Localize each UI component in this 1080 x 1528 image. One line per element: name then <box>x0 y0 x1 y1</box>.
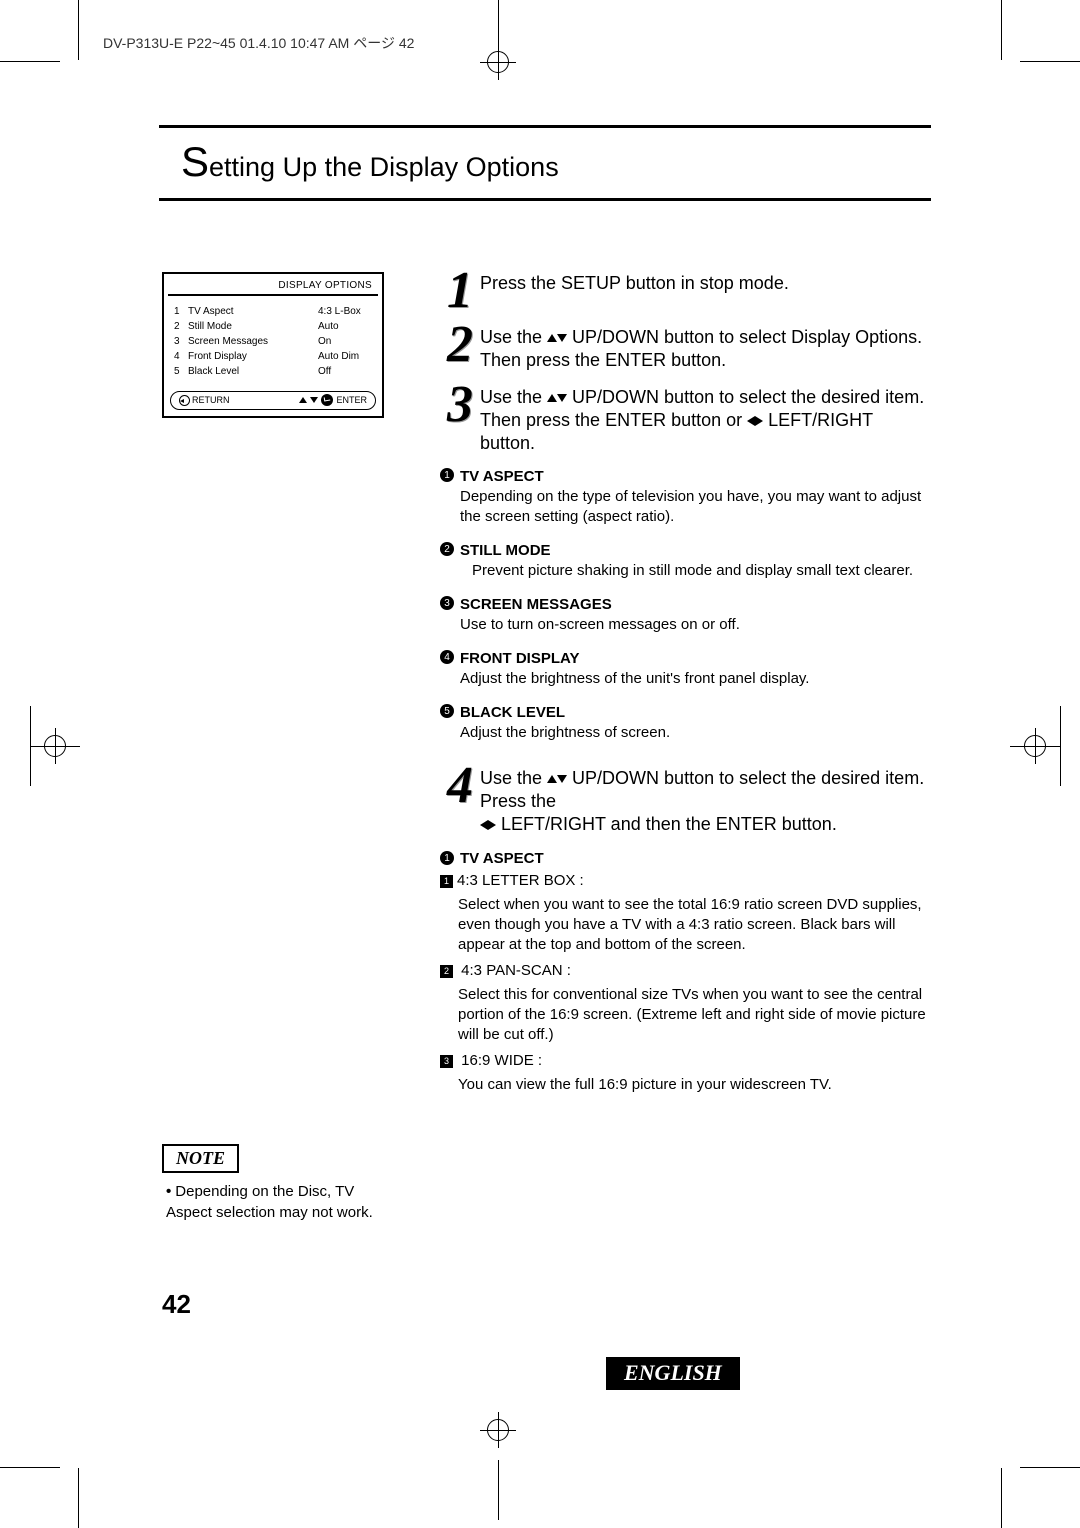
panel-list: 1 TV Aspect 4:3 L-Box 2 Still Mode Auto … <box>168 296 378 391</box>
panel-row: 1 TV Aspect 4:3 L-Box <box>174 304 372 319</box>
bullet-icon: 1 <box>440 851 454 865</box>
title-bar: Setting Up the Display Options <box>159 125 931 201</box>
enter-icon <box>321 394 333 406</box>
sub-item: 2 STILL MODE Prevent picture shaking in … <box>440 541 932 581</box>
panel-row: 2 Still Mode Auto <box>174 319 372 334</box>
bullet-icon: 3 <box>440 596 454 610</box>
panel-header: DISPLAY OPTIONS <box>168 278 378 296</box>
bullet-icon: 2 <box>440 542 454 556</box>
bullet-icon: 4 <box>440 650 454 664</box>
return-hint: RETURN <box>179 395 230 406</box>
down-icon <box>557 334 567 342</box>
bullet-icon: 5 <box>440 704 454 718</box>
tv-aspect-item: 14:3 LETTER BOX : <box>440 871 932 891</box>
square-bullet-icon: 1 <box>440 875 453 888</box>
left-icon <box>747 416 755 426</box>
step-number: 4 <box>440 765 480 807</box>
panel-footer: RETURN ENTER <box>170 391 376 410</box>
up-icon <box>547 334 557 342</box>
up-icon <box>299 397 307 403</box>
sub-desc: Adjust the brightness of the unit's fron… <box>460 669 932 689</box>
up-icon <box>547 775 557 783</box>
sub-list-3: 1 TV ASPECT Depending on the type of tel… <box>440 467 932 743</box>
step-2: 2 Use the UP/DOWN button to select Displ… <box>440 324 932 372</box>
step-1: 1 Press the SETUP button in stop mode. <box>440 270 932 312</box>
sub-item: 4 FRONT DISPLAY Adjust the brightness of… <box>440 649 932 689</box>
tv-aspect-desc: You can view the full 16:9 picture in yo… <box>458 1075 932 1095</box>
sub-item: 5 BLACK LEVEL Adjust the brightness of s… <box>440 703 932 743</box>
up-icon <box>547 394 557 402</box>
square-bullet-icon: 3 <box>440 1055 453 1068</box>
tv-aspect-desc: Select this for conventional size TVs wh… <box>458 985 932 1045</box>
tv-aspect-item: 3 16:9 WIDE : <box>440 1051 932 1071</box>
note-box: NOTE •Depending on the Disc, TV Aspect s… <box>162 1144 396 1223</box>
note-label: NOTE <box>162 1144 239 1173</box>
tv-aspect-desc: Select when you want to see the total 16… <box>458 895 932 955</box>
page-number: 42 <box>162 1289 191 1320</box>
sub-title: SCREEN MESSAGES <box>460 595 932 615</box>
square-bullet-icon: 2 <box>440 965 453 978</box>
bullet-icon: 1 <box>440 468 454 482</box>
step-number: 2 <box>440 324 480 366</box>
enter-hint: ENTER <box>299 394 367 406</box>
sub-title: STILL MODE <box>460 541 932 561</box>
language-label: ENGLISH <box>606 1357 740 1390</box>
sub-title: FRONT DISPLAY <box>460 649 932 669</box>
tv-aspect-header: TV ASPECT <box>460 850 544 867</box>
sub-desc: Adjust the brightness of screen. <box>460 723 932 743</box>
sub-item: 3 SCREEN MESSAGES Use to turn on-screen … <box>440 595 932 635</box>
panel-row: 4 Front Display Auto Dim <box>174 349 372 364</box>
step-number: 1 <box>440 270 480 312</box>
step-number: 3 <box>440 384 480 426</box>
return-icon <box>179 395 190 406</box>
down-icon <box>310 397 318 403</box>
main-content: 1 Press the SETUP button in stop mode. 2… <box>440 270 932 1101</box>
right-icon <box>755 416 763 426</box>
sub-list-4: 1 TV ASPECT 14:3 LETTER BOX : Select whe… <box>440 850 932 1095</box>
down-icon <box>557 394 567 402</box>
step-text: Use the UP/DOWN button to select the des… <box>480 384 932 455</box>
sub-title: BLACK LEVEL <box>460 703 932 723</box>
title-text: etting Up the Display Options <box>209 152 559 182</box>
document-header: DV-P313U-E P22~45 01.4.10 10:47 AM ページ 4… <box>103 33 414 53</box>
sub-desc: Prevent picture shaking in still mode an… <box>472 561 932 581</box>
right-icon <box>488 820 496 830</box>
sub-item: 1 TV ASPECT Depending on the type of tel… <box>440 467 932 527</box>
title-first-letter: S <box>181 138 209 185</box>
left-icon <box>480 820 488 830</box>
down-icon <box>557 775 567 783</box>
step-text: Press the SETUP button in stop mode. <box>480 270 932 295</box>
sub-desc: Use to turn on-screen messages on or off… <box>460 615 932 635</box>
note-text: •Depending on the Disc, TV Aspect select… <box>162 1181 396 1223</box>
step-4: 4 Use the UP/DOWN button to select the d… <box>440 765 932 836</box>
display-options-panel: DISPLAY OPTIONS 1 TV Aspect 4:3 L-Box 2 … <box>162 272 384 418</box>
step-3: 3 Use the UP/DOWN button to select the d… <box>440 384 932 455</box>
sub-title: TV ASPECT <box>460 467 932 487</box>
tv-aspect-item: 2 4:3 PAN-SCAN : <box>440 961 932 981</box>
step-text: Use the UP/DOWN button to select Display… <box>480 324 932 372</box>
page: DV-P313U-E P22~45 01.4.10 10:47 AM ページ 4… <box>0 0 1080 1528</box>
sub-desc: Depending on the type of television you … <box>460 487 932 527</box>
panel-row: 5 Black Level Off <box>174 364 372 379</box>
panel-row: 3 Screen Messages On <box>174 334 372 349</box>
step-text: Use the UP/DOWN button to select the des… <box>480 765 932 836</box>
